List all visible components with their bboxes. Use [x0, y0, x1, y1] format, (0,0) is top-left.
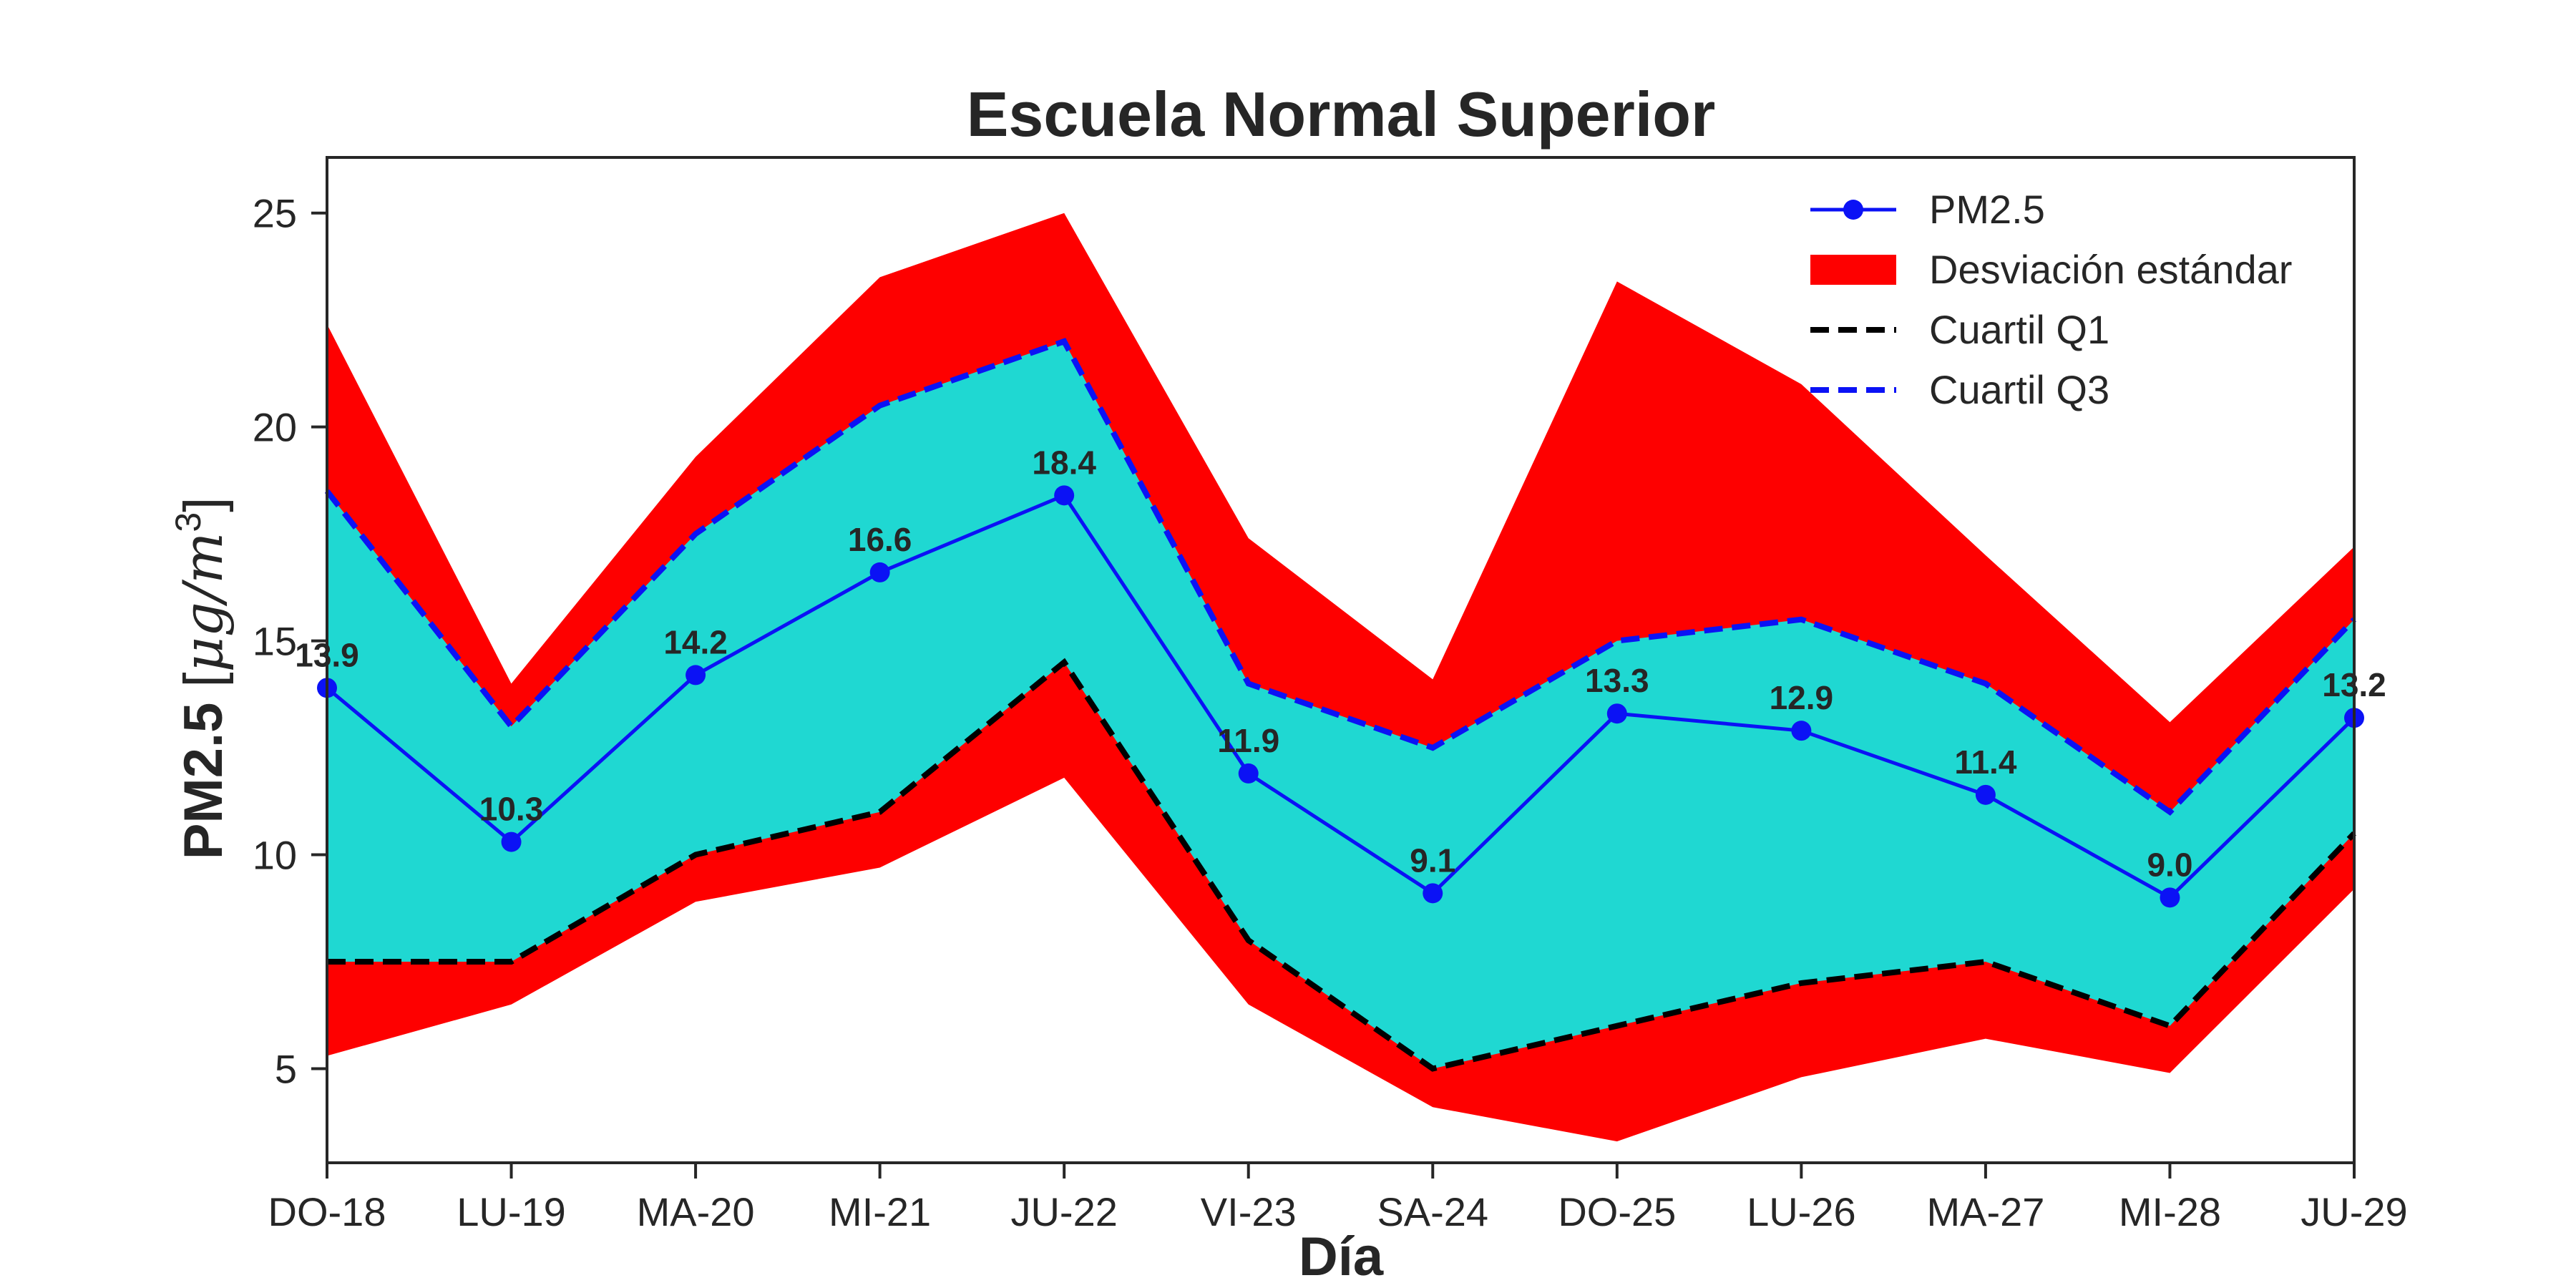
y-tick-label: 10 — [253, 833, 297, 878]
pm25-data-label: 9.0 — [2147, 846, 2192, 883]
pm25-point — [1423, 883, 1443, 904]
pm25-data-label: 16.6 — [848, 521, 912, 558]
pm25-line — [326, 493, 2356, 900]
pm25-data-label: 11.4 — [1954, 743, 2016, 781]
q1-line — [327, 658, 2356, 1072]
x-tick-label: JU-29 — [2301, 1189, 2407, 1234]
x-tick-label: MI-21 — [829, 1189, 931, 1234]
x-tick-label: DO-18 — [268, 1189, 386, 1234]
legend-std-swatch — [1810, 255, 1896, 285]
legend-label: Cuartil Q3 — [1929, 367, 2109, 412]
pm25-point — [1606, 703, 1627, 724]
pm25-data-label: 13.3 — [1585, 662, 1649, 699]
pm25-point — [869, 562, 890, 582]
pm25-data-label: 18.4 — [1032, 444, 1096, 481]
y-axis-label-bracket-close: ] — [173, 497, 234, 512]
pm25-data-label: 9.1 — [1410, 841, 1455, 879]
y-axis-label-main: PM2.5 — [173, 688, 234, 860]
x-tick-label: SA-24 — [1377, 1189, 1488, 1234]
x-tick-label: JU-22 — [1010, 1189, 1117, 1234]
pm25-data-label: 14.2 — [663, 623, 728, 660]
y-tick-label: 5 — [275, 1046, 297, 1091]
legend-pm25-marker — [1843, 200, 1863, 220]
y-axis-label: PM2.5 [μg/m3] — [168, 497, 235, 860]
x-tick-label: DO-25 — [1558, 1189, 1676, 1234]
x-tick-label: LU-19 — [457, 1189, 566, 1234]
pm25-point — [501, 831, 522, 852]
x-tick-label: MA-20 — [637, 1189, 755, 1234]
x-tick-label: MA-27 — [1926, 1189, 2044, 1234]
legend-label: Cuartil Q1 — [1929, 307, 2109, 352]
interquartile-band — [327, 341, 2354, 1069]
pm25-point — [1791, 721, 1812, 741]
y-tick-label: 15 — [253, 619, 297, 664]
legend-label: Desviación estándar — [1929, 247, 2292, 292]
x-tick-label: VI-23 — [1201, 1189, 1297, 1234]
x-tick-label: LU-26 — [1747, 1189, 1856, 1234]
x-tick-label: MI-28 — [2119, 1189, 2221, 1234]
pm25-point — [2160, 887, 2180, 908]
pm25-data-label: 10.3 — [479, 791, 544, 828]
y-axis-label-unit: μg/m — [171, 532, 235, 673]
legend: PM2.5 Desviación estándar Cuartil Q1 Cuarti… — [1810, 187, 2292, 412]
y-tick-label: 25 — [253, 191, 297, 236]
plot-area: 13.910.314.216.618.411.99.113.3 12.911.49… — [253, 156, 2408, 1234]
legend-label: PM2.5 — [1929, 187, 2045, 232]
pm25-data-label: 12.9 — [1770, 679, 1834, 716]
chart-title: Escuela Normal Superior — [967, 79, 1716, 150]
pm25-point — [1238, 763, 1259, 784]
pm25-data-label: 11.9 — [1217, 722, 1279, 759]
y-axis-label-bracket-open: [ — [173, 672, 234, 687]
x-axis-label: Día — [1299, 1226, 1384, 1287]
pm25-point — [1975, 784, 1996, 805]
y-axis-label-exponent: 3 — [168, 512, 208, 532]
y-tick-label: 20 — [253, 405, 297, 450]
plot-frame — [326, 156, 2356, 1164]
pm25-point — [686, 665, 706, 686]
pm25-point — [1054, 485, 1075, 506]
